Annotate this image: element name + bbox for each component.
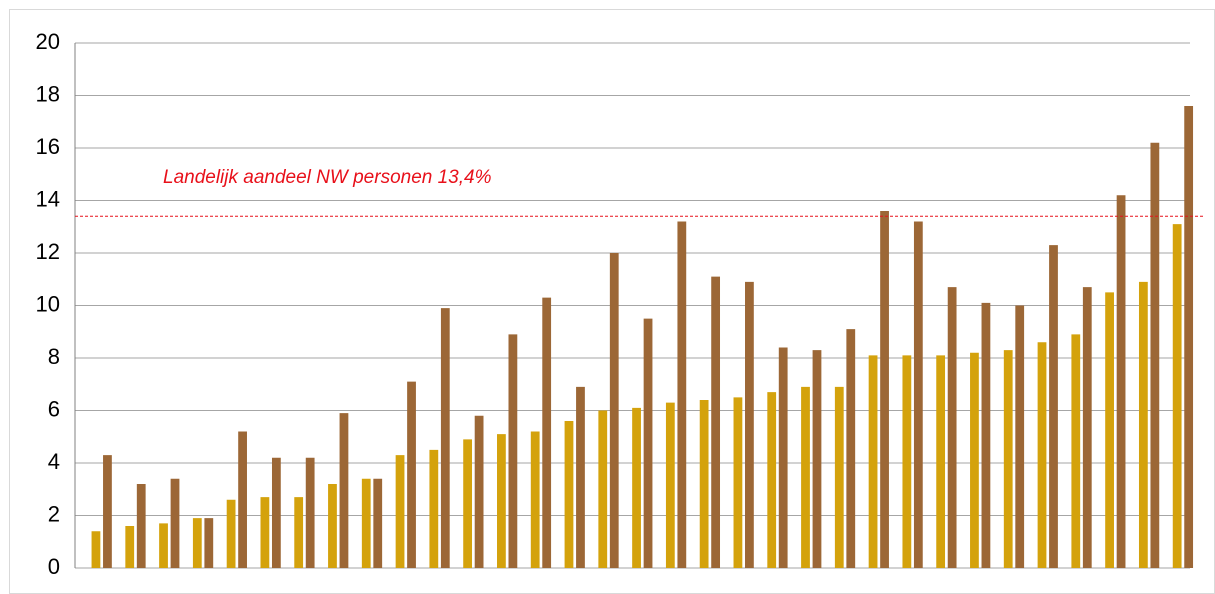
bar bbox=[1037, 342, 1047, 568]
bar bbox=[632, 407, 641, 568]
bar bbox=[564, 421, 574, 568]
bar bbox=[868, 355, 878, 568]
bar bbox=[508, 334, 518, 568]
bar bbox=[1082, 287, 1092, 568]
bar bbox=[677, 221, 687, 568]
y-tick-label: 14 bbox=[36, 186, 60, 211]
bar bbox=[91, 531, 101, 568]
bar bbox=[812, 350, 822, 568]
bar bbox=[339, 413, 349, 568]
bar bbox=[936, 355, 946, 568]
bar bbox=[576, 386, 585, 568]
bar bbox=[192, 518, 202, 568]
bar bbox=[440, 308, 450, 568]
bar bbox=[1003, 350, 1013, 568]
y-tick-label: 6 bbox=[48, 396, 60, 421]
bar bbox=[1049, 245, 1058, 568]
bar bbox=[125, 526, 135, 568]
bar bbox=[542, 297, 552, 568]
bar bbox=[1184, 106, 1194, 568]
bar bbox=[395, 455, 405, 568]
bar bbox=[834, 386, 844, 568]
bar bbox=[328, 484, 337, 568]
bar bbox=[1116, 195, 1126, 568]
bar bbox=[271, 457, 281, 568]
bar bbox=[665, 402, 675, 568]
bar bbox=[1150, 142, 1160, 568]
bar bbox=[103, 455, 112, 568]
bar bbox=[913, 221, 923, 568]
bar bbox=[699, 400, 709, 568]
bar bbox=[902, 355, 912, 568]
bar bbox=[880, 211, 889, 568]
y-tick-label: 0 bbox=[48, 554, 60, 579]
bar bbox=[530, 431, 540, 568]
bar bbox=[947, 287, 957, 568]
bar bbox=[474, 415, 484, 568]
bar bbox=[1105, 292, 1114, 568]
y-tick-label: 18 bbox=[36, 81, 60, 106]
bar bbox=[1172, 224, 1182, 568]
bar bbox=[159, 523, 168, 568]
bar bbox=[846, 329, 856, 568]
bar bbox=[970, 352, 979, 568]
bar bbox=[429, 449, 439, 568]
y-tick-label: 12 bbox=[36, 239, 60, 264]
bar bbox=[361, 478, 371, 568]
bar bbox=[1071, 334, 1081, 568]
bar bbox=[1138, 281, 1148, 568]
bar bbox=[609, 253, 619, 568]
bar bbox=[305, 457, 315, 568]
reference-label: Landelijk aandeel NW personen 13,4% bbox=[163, 167, 492, 188]
bar bbox=[226, 499, 236, 568]
bar bbox=[463, 439, 473, 568]
bar bbox=[711, 276, 721, 568]
bar bbox=[801, 386, 810, 568]
bar bbox=[204, 518, 214, 568]
bar bbox=[170, 478, 180, 568]
bar bbox=[778, 347, 788, 568]
bar bbox=[497, 434, 506, 568]
bar bbox=[981, 302, 991, 568]
bar bbox=[294, 497, 304, 568]
bar bbox=[260, 497, 270, 568]
bar bbox=[745, 281, 754, 568]
bar bbox=[407, 381, 416, 568]
bar bbox=[767, 392, 777, 568]
bar bbox=[1015, 305, 1025, 568]
bar bbox=[373, 478, 383, 568]
bar bbox=[598, 410, 608, 568]
bar bbox=[136, 484, 146, 568]
y-tick-label: 8 bbox=[48, 344, 60, 369]
y-tick-label: 20 bbox=[36, 29, 60, 54]
y-tick-label: 10 bbox=[36, 291, 60, 316]
y-tick-label: 4 bbox=[48, 449, 60, 474]
y-tick-label: 2 bbox=[48, 501, 60, 526]
bar bbox=[238, 431, 247, 568]
bar bbox=[643, 318, 653, 568]
y-tick-label: 16 bbox=[36, 134, 60, 159]
bar bbox=[733, 397, 743, 568]
